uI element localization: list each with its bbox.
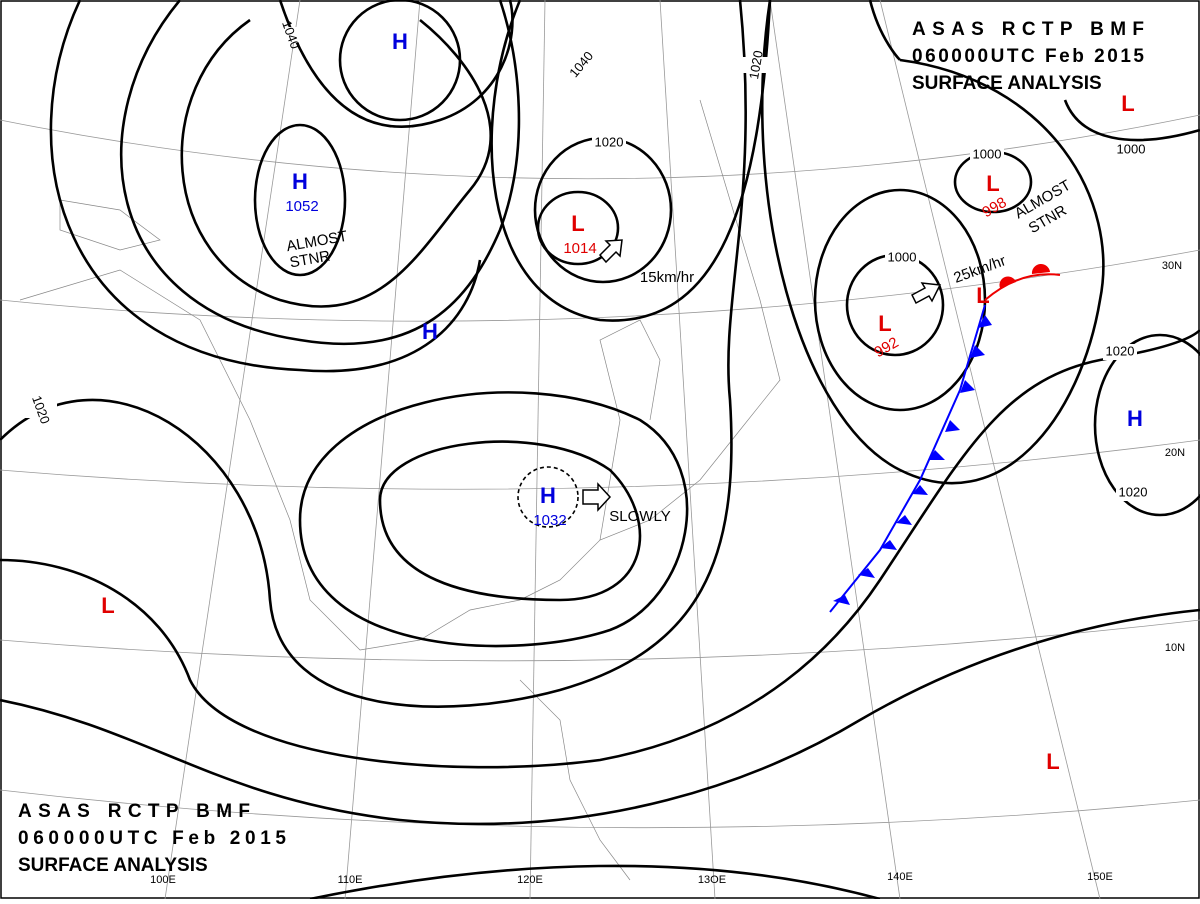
latitude-label: 30N bbox=[1162, 260, 1182, 272]
system-symbol: H bbox=[1127, 406, 1143, 431]
isobar-label: 1000 bbox=[1117, 141, 1146, 156]
isobar-label: 1020 bbox=[1106, 343, 1135, 358]
fronts bbox=[829, 263, 1061, 613]
isobar-label-bg bbox=[565, 57, 599, 73]
system-symbol: H bbox=[392, 29, 408, 54]
isobar-label-bg bbox=[23, 402, 57, 418]
system-pressure: 1052 bbox=[285, 198, 318, 215]
annotation: SLOWLY bbox=[609, 508, 670, 525]
header-line: SURFACE ANALYSIS bbox=[18, 855, 208, 876]
isobar-label-bg bbox=[970, 147, 1004, 163]
isobar-label: 1000 bbox=[888, 249, 917, 264]
system-symbol: L bbox=[571, 211, 584, 236]
longitude-label: 150E bbox=[1087, 871, 1113, 883]
header-line: 060000UTC Feb 2015 bbox=[912, 46, 1144, 67]
system-symbol: H bbox=[540, 483, 556, 508]
system-symbol: H bbox=[292, 169, 308, 194]
annotation: 15km/hr bbox=[640, 269, 694, 286]
system-symbol: H bbox=[422, 319, 438, 344]
isobar-label: 1020 bbox=[746, 49, 766, 80]
latitude-label: 20N bbox=[1165, 447, 1185, 459]
system-symbol: L bbox=[1046, 749, 1059, 774]
annotation: STNR bbox=[288, 248, 331, 272]
header-line: SURFACE ANALYSIS bbox=[912, 73, 1102, 94]
isobar-label: 1020 bbox=[1119, 484, 1148, 499]
longitude-label: 110E bbox=[338, 874, 363, 886]
isobar-label-bg bbox=[1103, 344, 1137, 360]
isobar-label: 1020 bbox=[595, 134, 624, 149]
header-line: 060000UTC Feb 2015 bbox=[18, 828, 286, 849]
isobar-label-bg bbox=[740, 57, 774, 73]
latitude-label: 10N bbox=[1165, 642, 1185, 654]
longitude-label: 140E bbox=[887, 871, 913, 883]
isobar-label-bg bbox=[1116, 485, 1150, 501]
isobar-label-bg bbox=[273, 27, 307, 43]
isobar-label: 1000 bbox=[973, 146, 1002, 161]
motion-arrows bbox=[582, 239, 942, 512]
isobar-label-bg bbox=[1114, 142, 1148, 158]
longitude-label: 120E bbox=[517, 874, 543, 886]
system-symbol: L bbox=[976, 283, 989, 308]
system-symbol: L bbox=[986, 171, 999, 196]
system-symbol: L bbox=[1121, 91, 1134, 116]
isobar-label-bg bbox=[592, 135, 626, 151]
system-symbol: L bbox=[878, 311, 891, 336]
longitude-label: 100E bbox=[150, 874, 176, 886]
longitude-label: 13OE bbox=[698, 874, 726, 886]
isobar-label-bg bbox=[885, 250, 919, 266]
system-pressure: 1032 bbox=[533, 512, 566, 529]
coastlines bbox=[19, 99, 781, 881]
system-symbol: L bbox=[101, 593, 114, 618]
system-pressure: 1014 bbox=[563, 240, 596, 257]
